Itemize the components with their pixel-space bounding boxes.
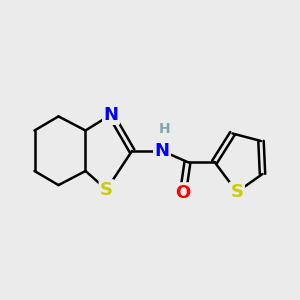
Text: S: S bbox=[100, 181, 113, 199]
Text: N: N bbox=[103, 106, 118, 124]
Text: H: H bbox=[159, 122, 171, 136]
Text: S: S bbox=[230, 183, 244, 201]
Text: N: N bbox=[154, 142, 169, 160]
Text: O: O bbox=[176, 184, 190, 202]
